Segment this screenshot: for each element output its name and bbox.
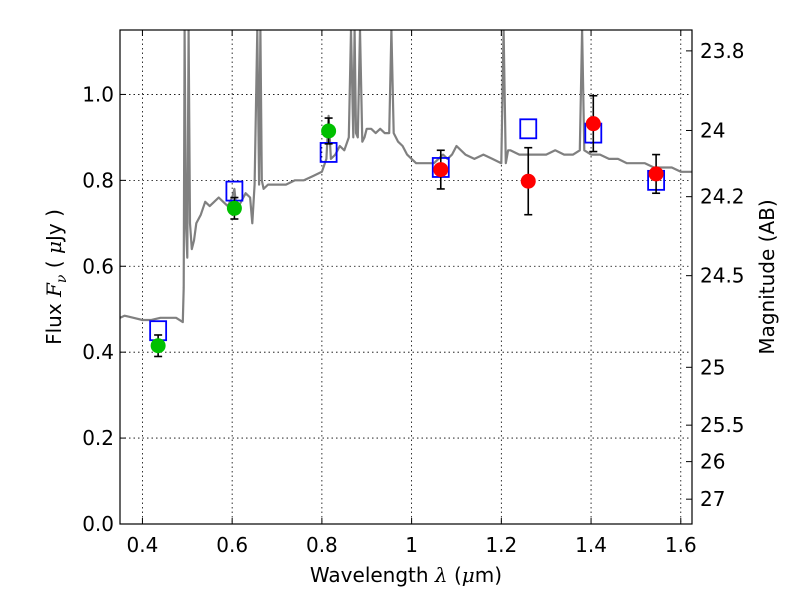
- y-tick-label: 0.2: [82, 426, 114, 450]
- x-tick-label: 0.8: [306, 533, 338, 557]
- model-sed-line: [120, 30, 692, 324]
- optical-data-point: [226, 200, 242, 216]
- model-photometry-square: [319, 142, 338, 163]
- grid: [120, 30, 692, 524]
- x-tick-label: 0.6: [216, 533, 248, 557]
- nir-data-point: [648, 166, 664, 182]
- markers: [149, 94, 666, 358]
- x-tick-label: 1.6: [665, 533, 697, 557]
- y-tick-label: 0.0: [82, 512, 114, 536]
- y2-tick-label: 25: [700, 355, 725, 379]
- y2-tick-label: 27: [700, 487, 725, 511]
- plot-frame: [119, 29, 693, 525]
- y2-tick-label: 25.5: [700, 413, 745, 437]
- x-tick-label: 1: [405, 533, 418, 557]
- y2-axis-label: Magnitude (AB): [755, 199, 779, 354]
- y-tick-label: 0.8: [82, 168, 114, 192]
- y2-tick-label: 23.8: [700, 39, 745, 63]
- x-tick-label: 1.4: [575, 533, 607, 557]
- model-photometry-square: [519, 118, 538, 140]
- nir-data-point: [433, 162, 449, 178]
- y2-tick-label: 26: [700, 450, 725, 474]
- y2-tick-label: 24: [700, 118, 725, 142]
- optical-data-point: [321, 123, 337, 139]
- y-tick-label: 0.6: [82, 254, 114, 278]
- y-tick-label: 1.0: [82, 82, 114, 106]
- nir-data-point: [585, 116, 601, 132]
- y-tick-label: 0.4: [82, 340, 114, 364]
- y2-tick-label: 24.5: [700, 264, 745, 288]
- x-tick-label: 1.2: [485, 533, 517, 557]
- x-tick-label: 0.4: [127, 533, 159, 557]
- ticks: 0.4 0.6 0.8 1 1.2 1.4 1.6 0.0 0.2 0.4 0.6 0.8 1.0 23.…: [82, 30, 745, 557]
- model-sed-curve-layer: [120, 30, 692, 324]
- x-axis-label: Wavelength λ (μm): [310, 563, 502, 587]
- y-axis-label: Flux Fν ( μJy ): [42, 209, 70, 345]
- nir-data-point: [520, 173, 536, 189]
- y2-tick-label: 24.2: [700, 185, 745, 209]
- optical-data-point: [150, 338, 166, 354]
